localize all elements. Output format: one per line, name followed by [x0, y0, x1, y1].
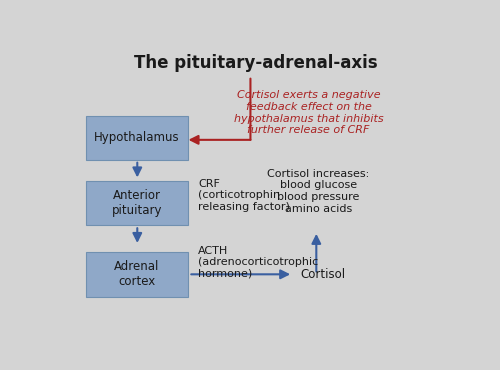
Text: Cortisol increases:
blood glucose
blood pressure
amino acids: Cortisol increases: blood glucose blood … — [267, 169, 370, 213]
FancyBboxPatch shape — [86, 181, 188, 225]
Text: Cortisol exerts a negative
feedback effect on the
hypothalamus that inhibits
fur: Cortisol exerts a negative feedback effe… — [234, 90, 384, 135]
Text: Anterior
pituitary: Anterior pituitary — [112, 189, 162, 217]
Text: The pituitary-adrenal-axis: The pituitary-adrenal-axis — [134, 54, 378, 72]
Text: Hypothalamus: Hypothalamus — [94, 131, 180, 144]
FancyBboxPatch shape — [86, 252, 188, 296]
FancyBboxPatch shape — [86, 115, 188, 160]
Text: CRF
(corticotrophin
releasing factor): CRF (corticotrophin releasing factor) — [198, 179, 290, 212]
Text: Adrenal
cortex: Adrenal cortex — [114, 260, 160, 289]
Text: Cortisol: Cortisol — [301, 268, 346, 281]
Text: ACTH
(adrenocorticotrophic
hormone): ACTH (adrenocorticotrophic hormone) — [198, 246, 318, 279]
